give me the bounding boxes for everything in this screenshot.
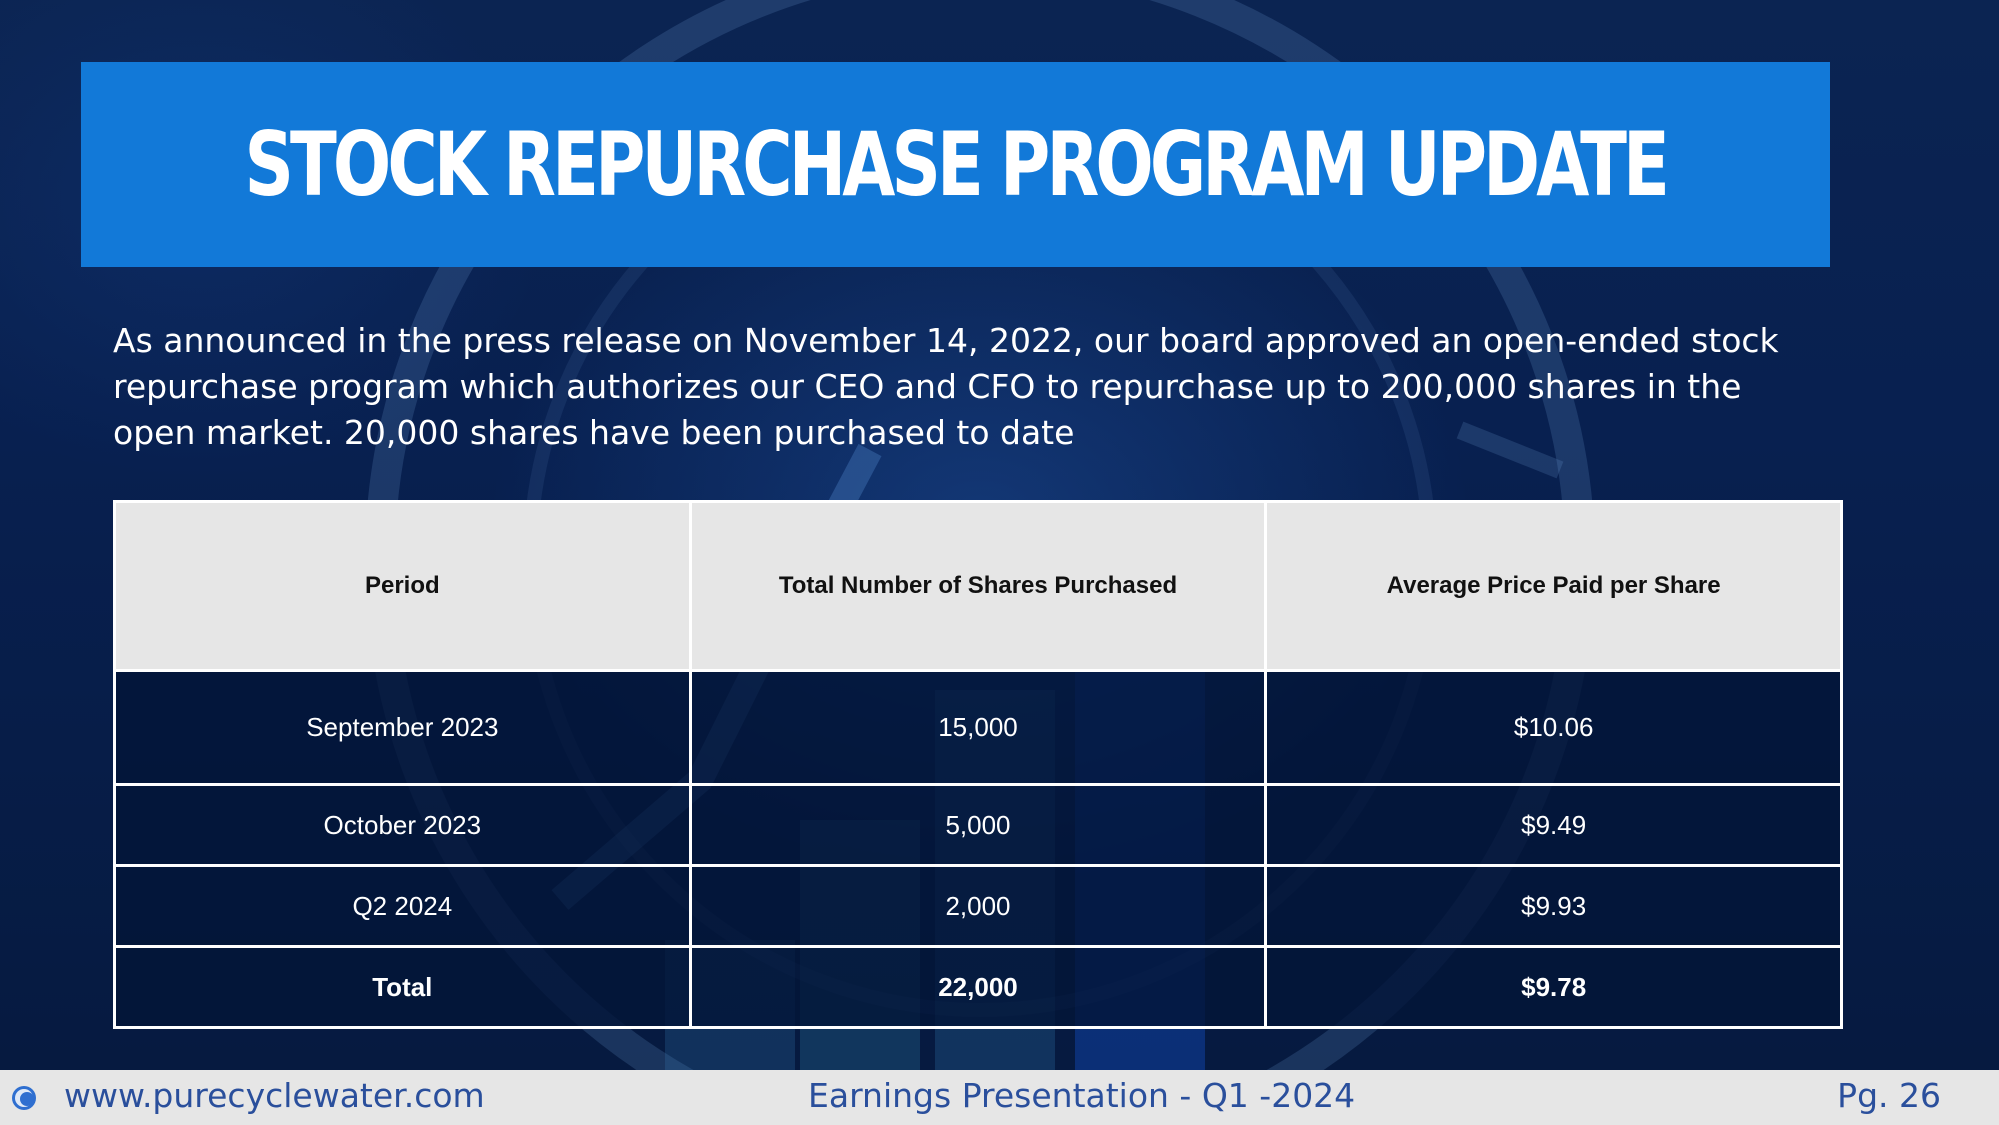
cell-total-shares: 22,000 [688, 945, 1268, 1029]
cell-shares: 5,000 [688, 783, 1268, 867]
column-header-period: Period [113, 500, 692, 672]
footer-page-number: Pg. 26 [1837, 1076, 1941, 1115]
footer-website-link[interactable]: www.purecyclewater.com [64, 1076, 485, 1115]
column-header-shares: Total Number of Shares Purchased [688, 500, 1268, 672]
cell-shares: 2,000 [688, 864, 1268, 948]
table-header-row: Period Total Number of Shares Purchased … [113, 500, 1843, 672]
table-row: September 2023 15,000 $10.06 [113, 669, 1843, 786]
cell-price: $10.06 [1264, 669, 1843, 786]
cell-period: September 2023 [113, 669, 692, 786]
footer-presentation-title: Earnings Presentation - Q1 -2024 [808, 1076, 1356, 1115]
cell-shares: 15,000 [688, 669, 1268, 786]
footer-bar: www.purecyclewater.com Earnings Presenta… [0, 1070, 1999, 1125]
water-drop-logo-icon [12, 1086, 36, 1110]
cell-period: October 2023 [113, 783, 692, 867]
cell-total-label: Total [113, 945, 692, 1029]
cell-price: $9.49 [1264, 783, 1843, 867]
column-header-price: Average Price Paid per Share [1264, 500, 1843, 672]
intro-paragraph: As announced in the press release on Nov… [113, 321, 1779, 452]
table-row: October 2023 5,000 $9.49 [113, 783, 1843, 867]
table-total-row: Total 22,000 $9.78 [113, 945, 1843, 1029]
cell-price: $9.93 [1264, 864, 1843, 948]
cell-period: Q2 2024 [113, 864, 692, 948]
cell-total-price: $9.78 [1264, 945, 1843, 1029]
page-title: STOCK REPURCHASE PROGRAM UPDATE [244, 113, 1670, 216]
table-row: Q2 2024 2,000 $9.93 [113, 864, 1843, 948]
repurchase-table: Period Total Number of Shares Purchased … [113, 500, 1843, 1029]
title-banner: STOCK REPURCHASE PROGRAM UPDATE [81, 62, 1830, 267]
